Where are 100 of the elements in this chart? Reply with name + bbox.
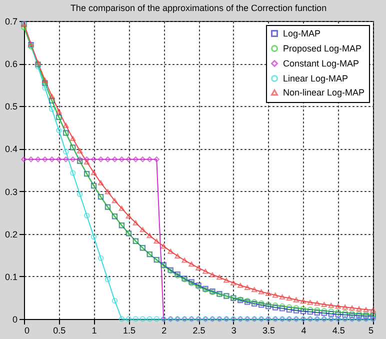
point	[98, 180, 104, 186]
x-tick-label: 4.5	[332, 326, 345, 336]
legend-label: Non-linear Log-MAP	[283, 88, 365, 98]
point	[90, 170, 97, 176]
point	[238, 282, 244, 288]
point	[56, 128, 62, 134]
x-tick-label: 1	[92, 326, 97, 336]
point	[132, 316, 139, 322]
point	[293, 305, 300, 311]
point	[146, 233, 152, 238]
point	[210, 272, 216, 278]
point	[56, 156, 62, 162]
point	[140, 156, 146, 162]
point	[70, 170, 76, 176]
point	[84, 212, 90, 218]
point	[356, 306, 362, 312]
point	[182, 258, 188, 263]
point	[300, 306, 306, 312]
point	[140, 227, 146, 232]
x-tick-label: 0	[24, 326, 30, 336]
point	[342, 312, 348, 318]
point	[363, 307, 369, 312]
y-tick-label: 0.6	[4, 59, 18, 70]
point	[118, 316, 125, 322]
point	[265, 290, 272, 296]
legend-label: Log-MAP	[283, 28, 321, 38]
point	[202, 268, 208, 274]
point	[224, 278, 230, 283]
point	[146, 156, 152, 162]
point	[314, 307, 320, 313]
point	[63, 148, 69, 155]
point	[335, 304, 341, 309]
point	[35, 156, 41, 162]
point	[307, 308, 314, 315]
point	[251, 287, 258, 292]
x-tick-label: 5	[368, 326, 374, 336]
point	[258, 289, 264, 294]
x-tick-label: 2.5	[192, 326, 206, 336]
point	[154, 316, 160, 322]
point	[104, 156, 111, 162]
x-tick-label: 2	[162, 326, 167, 336]
point	[112, 156, 118, 162]
point	[293, 308, 300, 314]
point	[21, 156, 27, 162]
x-tick-label: 3.5	[262, 326, 276, 336]
point	[279, 303, 286, 310]
point	[293, 297, 300, 302]
point	[154, 238, 160, 244]
point	[286, 304, 292, 310]
point	[300, 308, 306, 314]
point	[286, 296, 292, 301]
y-tick-label: 0.1	[4, 272, 18, 282]
point	[154, 156, 160, 162]
point	[104, 189, 111, 194]
point	[49, 106, 55, 112]
y-tick-label: 0.3	[4, 186, 18, 197]
point	[42, 156, 48, 162]
y-tick-label: 0	[12, 314, 18, 324]
point	[328, 302, 334, 308]
point	[286, 306, 292, 312]
x-tick-label: 1.5	[122, 326, 136, 336]
point	[328, 311, 334, 317]
point	[126, 316, 132, 322]
point	[118, 156, 125, 162]
point	[314, 300, 320, 306]
point	[90, 156, 97, 162]
point	[63, 156, 69, 162]
point	[342, 310, 348, 316]
point	[112, 198, 118, 204]
legend-label: Constant Log-MAP	[283, 58, 360, 68]
point	[49, 156, 55, 162]
point	[42, 78, 48, 83]
point	[188, 262, 194, 267]
point	[126, 156, 132, 162]
point	[49, 94, 55, 99]
point	[146, 316, 152, 322]
point	[300, 298, 306, 304]
y-tick-label: 0.7	[4, 16, 18, 26]
point	[168, 248, 174, 254]
point	[244, 284, 250, 290]
point	[90, 234, 97, 240]
point	[174, 253, 180, 259]
point	[370, 308, 376, 313]
x-tick-label: 0.5	[53, 326, 66, 336]
point	[140, 316, 146, 322]
point	[216, 274, 222, 280]
point	[84, 159, 90, 164]
chart-title: The comparison of the approximations of the Correction function	[70, 3, 327, 13]
point	[104, 276, 111, 282]
point	[314, 310, 320, 316]
point	[342, 304, 348, 310]
x-tick-label: 3	[231, 326, 236, 336]
y-tick-label: 0.5	[4, 102, 18, 112]
point	[70, 156, 76, 162]
point	[307, 306, 314, 312]
point	[28, 156, 34, 162]
point	[98, 156, 104, 162]
point	[118, 206, 125, 211]
legend-label: Proposed Log-MAP	[283, 44, 362, 54]
point	[328, 308, 334, 314]
